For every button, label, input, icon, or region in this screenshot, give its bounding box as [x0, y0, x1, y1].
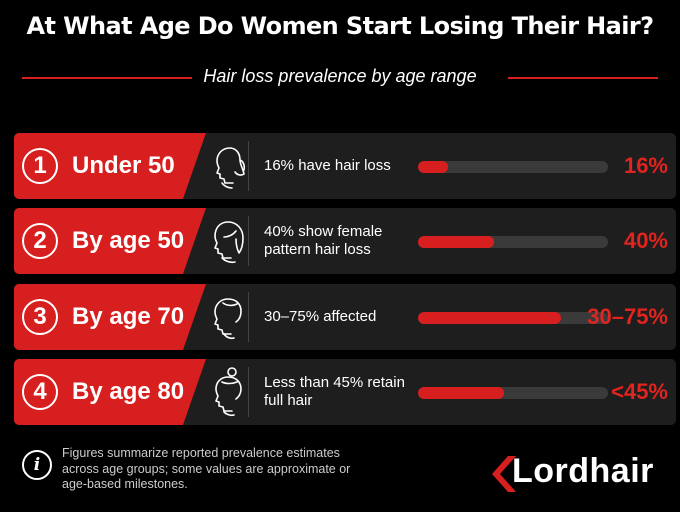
percent-label: 30–75% [587, 304, 668, 329]
brand-logo: Lordhair [486, 450, 676, 496]
subtitle-row: Hair loss prevalence by age range [0, 66, 680, 90]
progress-track [418, 387, 608, 399]
footnote: Figures summarize reported prevalence es… [62, 446, 351, 491]
row-description: 40% show female pattern hair loss [264, 223, 383, 258]
row-divider [248, 367, 249, 417]
prevalence-row: 1 Under 50 16% have hair loss 16% [14, 133, 676, 199]
age-label: Under 50 [72, 152, 175, 179]
progress-track [418, 161, 608, 173]
row-divider [248, 216, 249, 266]
subtitle-divider-left [22, 77, 192, 79]
progress-bar [418, 387, 504, 399]
prevalence-row: 4 By age 80 Less than 45% retain full hair… [14, 359, 676, 425]
logo-text: Lordhair [512, 452, 654, 490]
progress-track [418, 312, 608, 324]
progress-track [418, 236, 608, 248]
progress-bar [418, 161, 448, 173]
percent-label: 16% [623, 153, 668, 178]
percent-label: 40% [623, 228, 668, 253]
age-label: By age 70 [72, 303, 185, 330]
percent-label: <45% [611, 379, 668, 404]
woman-profile-bun-icon [200, 364, 248, 420]
row-divider [248, 292, 249, 342]
prevalence-row: 2 By age 50 40% show female pattern hair l… [14, 208, 676, 274]
age-label: By age 50 [72, 227, 185, 254]
progress-bar [418, 236, 494, 248]
lordhair-chevron-logo-icon [492, 456, 516, 492]
subtitle: Hair loss prevalence by age range [203, 66, 477, 86]
step-number: 2 [22, 223, 58, 259]
row-description: Less than 45% retain full hair [264, 374, 405, 409]
age-label: By age 80 [72, 378, 185, 405]
prevalence-row: 3 By age 70 30–75% affected 30–75% [14, 284, 676, 350]
step-number: 1 [22, 148, 58, 184]
woman-profile-short-icon [200, 289, 248, 345]
row-description: 16% have hair loss [264, 157, 391, 174]
step-number: 4 [22, 374, 58, 410]
page-title: At What Age Do Women Start Losing Their … [26, 12, 655, 40]
woman-profile-ponytail-icon [200, 138, 248, 194]
woman-profile-bob-icon [200, 213, 248, 269]
subtitle-divider-right [508, 77, 658, 79]
row-description: 30–75% affected [264, 308, 377, 325]
progress-bar [418, 312, 561, 324]
info-icon: i [22, 450, 52, 480]
step-number: 3 [22, 299, 58, 335]
row-divider [248, 141, 249, 191]
